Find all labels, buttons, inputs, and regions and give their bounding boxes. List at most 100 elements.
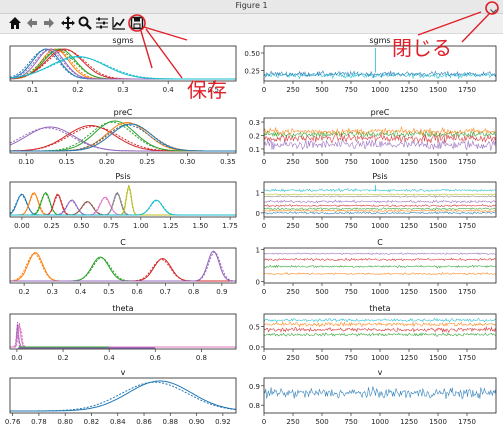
y-tick-label: 1 — [256, 247, 260, 255]
x-tick-label: 0.86 — [136, 418, 152, 426]
trace-line — [264, 195, 496, 199]
annotation-close-label: 閉じる — [392, 36, 452, 60]
x-tick-label: 0.15 — [59, 158, 75, 166]
x-tick-label: 0 — [262, 288, 266, 296]
trace-line — [264, 132, 496, 144]
y-tick-label: 0.25 — [244, 68, 260, 76]
x-tick-label: 1500 — [429, 86, 447, 94]
x-tick-label: 0.4 — [163, 86, 175, 94]
x-tick-label: 0.0 — [11, 354, 22, 362]
x-tick-label: 500 — [315, 418, 328, 426]
density-curve-dashed — [10, 49, 236, 80]
trace-line — [264, 187, 496, 193]
forward-icon[interactable] — [42, 16, 56, 30]
x-tick-label: 0 — [262, 222, 266, 230]
x-tick-label: 0 — [262, 86, 266, 94]
trace-line — [264, 272, 496, 276]
x-tick-label: 1.00 — [133, 222, 149, 230]
plot-area — [264, 386, 496, 400]
chart-title: theta — [112, 304, 133, 313]
x-tick-label: 0.6 — [150, 354, 162, 362]
plot-area — [264, 252, 496, 276]
annotation-line — [140, 30, 153, 69]
axes-frame — [9, 247, 237, 284]
x-tick-label: 1250 — [400, 354, 418, 362]
y-tick-label: 0.5 — [249, 323, 260, 331]
x-tick-label: 1500 — [429, 418, 447, 426]
zoom-icon[interactable] — [78, 16, 92, 30]
x-tick-label: 1750 — [458, 418, 476, 426]
x-tick-label: 1.25 — [163, 222, 179, 230]
x-tick-label: 0.80 — [57, 418, 73, 426]
x-tick-label: 500 — [315, 222, 328, 230]
x-tick-label: 750 — [344, 86, 357, 94]
chart-title: theta — [369, 304, 390, 313]
density-curve-dashed — [10, 192, 236, 216]
annotation-line — [145, 28, 183, 79]
x-tick-label: 0.3 — [47, 288, 58, 296]
trace-line — [264, 317, 496, 323]
density-panel: theta 0.0 0.2 0.4 0.6 0.8 — [9, 304, 237, 362]
x-tick-label: 0.84 — [110, 418, 126, 426]
x-tick-label: 0.92 — [215, 418, 231, 426]
x-tick-label: 1500 — [429, 354, 447, 362]
trace-line — [264, 193, 496, 196]
density-curve-dashed — [10, 126, 236, 152]
y-tick-label: 0.8 — [249, 402, 260, 410]
x-tick-label: 0 — [262, 158, 266, 166]
plot-area — [264, 48, 496, 80]
x-tick-label: 1000 — [371, 222, 389, 230]
x-tick-label: 0.78 — [31, 418, 47, 426]
edit-axis-icon[interactable] — [112, 16, 126, 30]
axes-frame — [9, 181, 237, 218]
x-tick-label: 1.50 — [193, 222, 209, 230]
trace-line — [264, 252, 496, 256]
x-tick-label: 750 — [344, 418, 357, 426]
density-curve-dashed — [10, 381, 236, 412]
x-tick-label: 250 — [286, 158, 299, 166]
save-highlight-circle — [128, 14, 146, 32]
configure-subplots-icon[interactable] — [95, 16, 109, 30]
x-tick-label: 1000 — [371, 354, 389, 362]
trace-line — [264, 130, 496, 139]
x-tick-label: 1750 — [458, 288, 476, 296]
trace-line — [264, 199, 496, 204]
plot-area — [10, 48, 236, 80]
y-tick-label: 0.0 — [249, 344, 260, 352]
x-tick-label: 0.3 — [117, 86, 128, 94]
x-tick-label: 1.75 — [222, 222, 238, 230]
trace-line — [264, 138, 496, 151]
x-tick-label: 0.6 — [132, 288, 144, 296]
x-tick-label: 250 — [286, 418, 299, 426]
x-tick-label: 0 — [262, 354, 266, 362]
trace-line — [264, 126, 496, 137]
y-tick-label: 0 — [256, 210, 260, 218]
plot-area — [264, 185, 496, 215]
x-tick-label: 0.30 — [180, 158, 196, 166]
home-icon[interactable] — [8, 16, 22, 30]
x-tick-label: 1250 — [400, 158, 418, 166]
x-tick-label: 0.88 — [163, 418, 179, 426]
density-curve-dashed — [10, 200, 236, 216]
y-tick-label: 0.9 — [249, 383, 260, 391]
density-curve-dashed — [10, 251, 236, 282]
x-tick-label: 0.50 — [74, 222, 90, 230]
trace-line — [264, 207, 496, 211]
x-tick-label: 0.76 — [5, 418, 21, 426]
toolbar — [0, 14, 503, 34]
x-tick-label: 1250 — [400, 86, 418, 94]
x-tick-label: 500 — [315, 354, 328, 362]
x-tick-label: 0.7 — [160, 288, 171, 296]
x-tick-label: 0.90 — [189, 418, 205, 426]
x-tick-label: 1000 — [371, 158, 389, 166]
x-tick-label: 1250 — [400, 222, 418, 230]
chart-title: Psis — [372, 172, 387, 181]
annotation-line — [143, 26, 188, 41]
save-icon[interactable] — [130, 16, 144, 30]
back-icon[interactable] — [25, 16, 39, 30]
pan-icon[interactable] — [61, 16, 75, 30]
trace-line — [264, 320, 496, 328]
chart-title: Psis — [115, 172, 130, 181]
